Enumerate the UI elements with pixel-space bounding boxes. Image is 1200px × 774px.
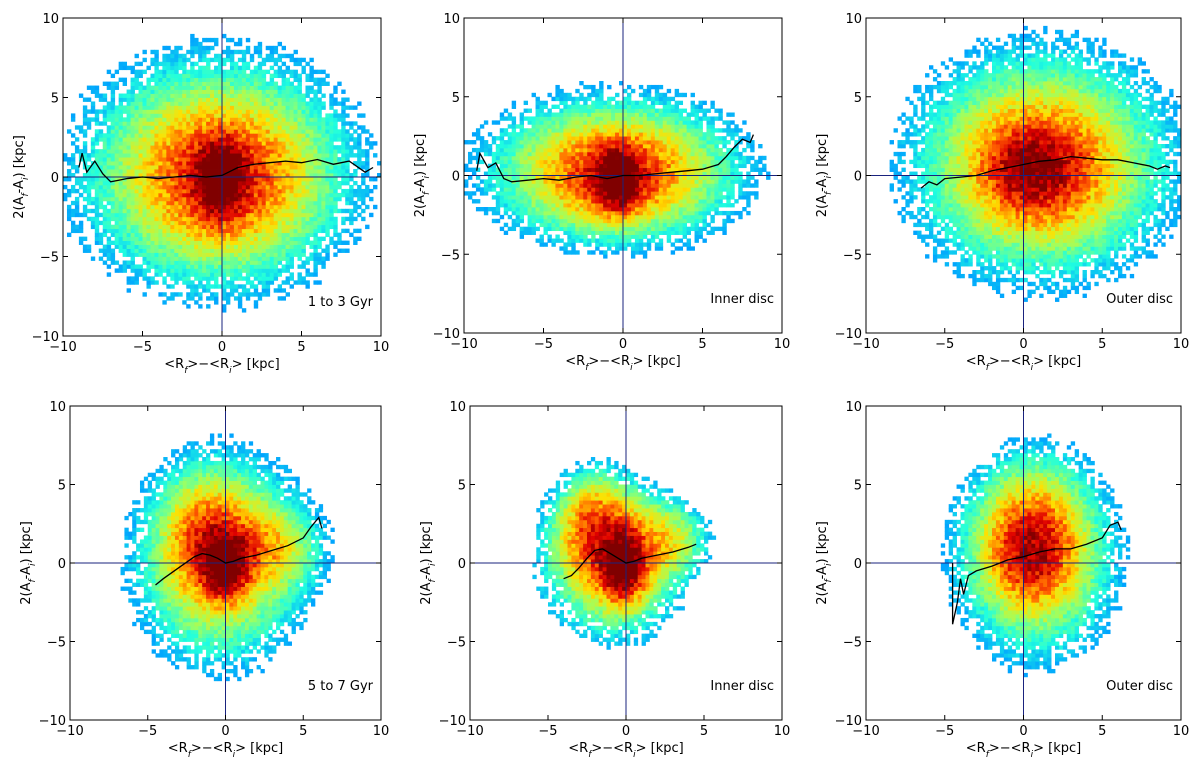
panel-6: −10 −5 0 5 10 −10 −5 0 5 10 <Rf>−<Ri> [kpc] 2(Af-Ai… [815,400,1189,760]
median-line [563,543,697,580]
panel-3: −10 −5 0 5 10 −10 −5 0 5 10 <Rf>−<Ri> [kpc] 2(Af-Ai… [815,12,1189,373]
y-tick-label: 10 [845,12,862,27]
y-tick-label: 0 [458,557,466,572]
density-heatmap [940,433,1131,678]
x-tick-label: −10 [49,340,76,355]
x-tick-label: 0 [619,337,627,352]
x-tick-label: −10 [852,724,879,739]
y-tick-label: 5 [854,479,862,494]
panel-2: −10 −5 0 5 10 −10 −5 0 5 10 <Rf>−<Ri> [kpc] 2(Af-Ai… [413,12,790,373]
density-heatmap [120,433,335,682]
y-tick-label: 0 [452,170,460,185]
y-tick-label: 5 [458,479,466,494]
x-tick-label: −5 [133,340,152,355]
panel-annotation: Outer disc [1106,292,1173,307]
y-tick-label: −5 [47,636,66,651]
y-tick-label: −5 [40,251,59,266]
x-axis-label: <Rf>−<Ri> [kpc] [168,741,283,760]
panel-annotation: Inner disc [710,292,774,307]
x-tick-label: 0 [1019,337,1027,352]
y-axis-label: 2(Af-Ai) [kpc] [413,134,432,218]
x-axis-label: <Rf>−<Ri> [kpc] [164,357,279,376]
x-tick-label: 10 [373,340,390,355]
y-axis-label: 2(Af-Ai) [kpc] [815,521,834,605]
x-axis-label: <Rf>−<Ri> [kpc] [565,354,680,373]
y-tick-label: 10 [443,12,460,27]
panel-annotation: Outer disc [1106,679,1173,694]
y-tick-label: −5 [441,248,460,263]
x-tick-label: 10 [1173,337,1190,352]
y-tick-label: 5 [854,91,862,106]
y-tick-label: −5 [447,636,466,651]
median-line [155,516,323,586]
panel-4: −10 −5 0 5 10 −10 −5 0 5 10 <Rf>−<Ri> [kpc] 2(Af-Ai… [19,400,389,760]
x-tick-label: −10 [56,724,83,739]
median-line [920,155,1171,189]
x-tick-label: 10 [1173,724,1190,739]
density-heatmap [889,25,1182,302]
x-tick-label: 10 [774,337,791,352]
y-tick-label: 5 [452,91,460,106]
y-tick-label: 0 [51,171,59,186]
x-tick-label: −10 [456,724,483,739]
x-tick-label: −5 [138,724,157,739]
x-tick-label: 5 [1098,724,1106,739]
y-tick-label: −5 [843,248,862,263]
panel-5: −10 −5 0 5 10 −10 −5 0 5 10 <Rf>−<Ri> [kpc] 2(Af-Ai… [419,400,790,760]
panel-annotation: 1 to 3 Gyr [308,295,374,310]
y-tick-label: −10 [39,714,66,729]
y-tick-label: 10 [42,12,59,27]
y-tick-label: −5 [843,636,862,651]
panel-annotation: Inner disc [710,679,774,694]
x-tick-label: −5 [534,337,553,352]
density-heatmap [63,33,382,313]
y-tick-label: 0 [854,170,862,185]
x-tick-label: 5 [698,337,706,352]
y-tick-label: 10 [449,400,466,415]
x-tick-label: −10 [852,337,879,352]
x-axis-label: <Rf>−<Ri> [kpc] [568,741,683,760]
x-tick-label: −5 [538,724,557,739]
x-tick-label: 5 [1098,337,1106,352]
density-heatmap [532,457,717,650]
x-tick-label: 5 [299,724,307,739]
y-tick-label: −10 [835,327,862,342]
y-axis-label: 2(Af-Ai) [kpc] [12,135,31,219]
median-line [951,521,1122,625]
median-line [78,153,374,183]
y-tick-label: 10 [845,400,862,415]
x-tick-label: 5 [700,724,708,739]
y-tick-label: 5 [51,92,59,107]
y-tick-label: 10 [49,400,66,415]
x-tick-label: 0 [221,724,229,739]
y-tick-label: −10 [433,327,460,342]
x-tick-label: 0 [622,724,630,739]
y-axis-label: 2(Af-Ai) [kpc] [419,521,438,605]
y-tick-label: −10 [835,714,862,729]
x-tick-label: −10 [450,337,477,352]
x-tick-label: 5 [297,340,305,355]
x-tick-label: −5 [935,337,954,352]
y-tick-label: −10 [32,330,59,345]
panel-1: −10 −5 0 5 10 −10 −5 0 5 10 <Rf>−<Ri> [kpc] 2(Af-Ai… [12,12,389,376]
density-heatmap [464,81,771,259]
x-tick-label: 10 [774,724,791,739]
y-tick-label: 0 [854,557,862,572]
median-line [476,134,755,183]
panel-annotation: 5 to 7 Gyr [308,679,374,694]
x-tick-label: 10 [373,724,390,739]
x-axis-label: <Rf>−<Ri> [kpc] [966,354,1081,373]
x-tick-label: −5 [935,724,954,739]
y-tick-label: −10 [439,714,466,729]
x-tick-label: 0 [218,340,226,355]
y-tick-label: 5 [58,479,66,494]
x-tick-label: 0 [1019,724,1027,739]
x-axis-label: <Rf>−<Ri> [kpc] [966,741,1081,760]
y-axis-label: 2(Af-Ai) [kpc] [19,521,38,605]
y-axis-label: 2(Af-Ai) [kpc] [815,134,834,218]
y-tick-label: 0 [58,557,66,572]
